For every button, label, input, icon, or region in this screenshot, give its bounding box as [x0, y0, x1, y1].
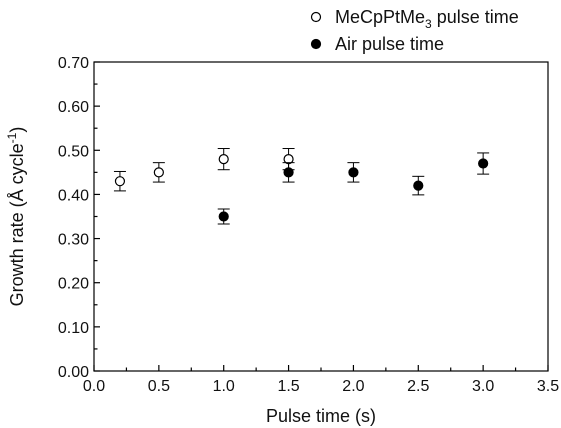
legend-item-series-1: MeCpPtMe3 pulse time — [310, 7, 519, 31]
x-tick-label: 2.5 — [407, 378, 429, 395]
legend-marker-series-2 — [310, 38, 322, 50]
y-tick-label: 0.70 — [58, 55, 89, 72]
series-2 — [217, 152, 490, 225]
legend-marker-series-1 — [310, 11, 322, 23]
x-tick-label: 3.0 — [472, 378, 494, 395]
series-1 — [113, 148, 295, 192]
y-tick-label: 0.10 — [58, 320, 89, 337]
y-tick-label: 0.40 — [58, 187, 89, 204]
y-axis: 0.00 0.10 0.20 0.30 0.40 0.50 0.60 0.70 — [58, 55, 100, 381]
data-point — [348, 167, 359, 178]
data-point — [153, 167, 164, 178]
x-tick-label: 0.0 — [83, 378, 105, 395]
x-axis: 0.0 0.5 1.0 1.5 2.0 2.5 3.0 3.5 — [83, 365, 559, 395]
x-tick-label: 2.0 — [342, 378, 364, 395]
legend: MeCpPtMe3 pulse time Air pulse time — [310, 7, 519, 54]
data-point — [283, 167, 294, 178]
y-tick-label: 0.30 — [58, 232, 89, 249]
x-tick-label: 3.5 — [537, 378, 559, 395]
data-point — [218, 211, 229, 222]
data-point — [114, 176, 126, 187]
legend-item-series-2: Air pulse time — [310, 34, 444, 54]
legend-label-series-1: MeCpPtMe3 pulse time — [335, 7, 519, 31]
y-tick-label: 0.00 — [58, 364, 89, 381]
y-tick-label: 0.60 — [58, 99, 89, 116]
y-axis-title: Growth rate (Å cycle-1) — [5, 127, 27, 307]
y-tick-label: 0.50 — [58, 143, 89, 160]
plot-frame — [93, 61, 549, 372]
data-point — [478, 158, 489, 169]
x-tick-label: 1.0 — [213, 378, 235, 395]
x-axis-title: Pulse time (s) — [266, 406, 376, 426]
legend-label-series-2: Air pulse time — [335, 34, 444, 54]
x-tick-label: 0.5 — [148, 378, 170, 395]
y-tick-label: 0.20 — [58, 276, 89, 293]
data-point — [218, 154, 229, 165]
data-marks — [113, 148, 490, 225]
x-tick-label: 1.5 — [277, 378, 299, 395]
data-point — [413, 180, 424, 191]
